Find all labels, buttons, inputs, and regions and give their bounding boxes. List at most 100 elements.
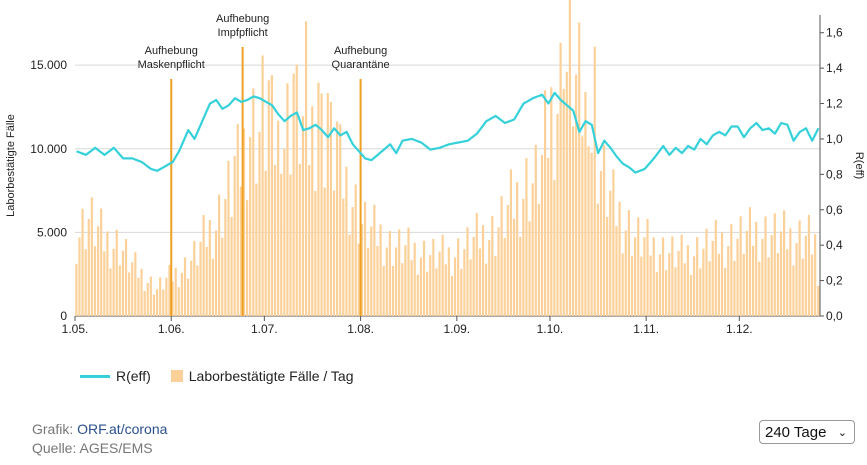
case-bar <box>714 219 717 316</box>
case-bar <box>643 237 646 316</box>
annotation-label: Aufhebung <box>216 13 269 25</box>
case-bar <box>618 201 621 316</box>
case-bar <box>711 240 714 316</box>
case-bar <box>379 224 382 316</box>
case-bar <box>78 237 81 316</box>
annotation-label: Quarantäne <box>332 59 390 71</box>
case-bar <box>491 216 494 316</box>
case-bar <box>261 55 264 317</box>
case-bar <box>87 219 90 316</box>
case-bar <box>758 261 761 316</box>
case-bar <box>146 282 149 316</box>
graphic-credit-prefix: Grafik: <box>32 421 78 437</box>
case-bar <box>444 264 447 316</box>
case-bar <box>329 101 332 316</box>
case-bar <box>612 169 615 316</box>
case-bar <box>143 291 146 316</box>
case-bar <box>398 229 401 316</box>
case-bar <box>230 216 233 316</box>
y-right-tick-label: 1,6 <box>826 26 843 40</box>
case-bar <box>736 238 739 316</box>
case-bar <box>183 257 187 316</box>
case-bar <box>680 234 683 316</box>
annotation-label: Aufhebung <box>334 45 387 57</box>
case-bar <box>354 184 357 316</box>
case-bar <box>624 230 627 316</box>
case-bar <box>342 198 345 316</box>
case-bar <box>416 274 419 316</box>
orf-corona-link[interactable]: ORF.at/corona <box>77 421 168 437</box>
case-bar <box>463 249 466 316</box>
graphic-credit: Grafik: ORF.at/corona <box>32 421 167 437</box>
case-bar <box>255 183 258 316</box>
case-bar <box>190 260 193 316</box>
case-bar <box>332 190 336 316</box>
case-bar <box>336 121 339 316</box>
case-bar <box>84 249 87 316</box>
x-tick-label: 1.06. <box>158 322 185 336</box>
case-bar <box>689 274 693 316</box>
case-bar <box>792 265 795 316</box>
annotation-label: Maskenpflicht <box>138 59 205 71</box>
case-bar <box>214 230 218 316</box>
case-bar <box>509 169 513 316</box>
case-bar <box>615 226 618 316</box>
case-bar <box>609 190 612 316</box>
case-bar <box>115 229 118 316</box>
case-bar <box>575 74 578 316</box>
case-bar <box>773 213 776 316</box>
case-bar <box>686 245 689 316</box>
case-bar <box>277 120 280 316</box>
case-bar <box>317 82 320 316</box>
case-bar <box>388 231 391 316</box>
case-bar <box>267 80 270 316</box>
x-tick-label: 1.12. <box>726 322 753 336</box>
case-bar <box>432 238 435 316</box>
case-bar <box>485 263 488 316</box>
y-right-axis-title: R(eff) <box>853 152 865 179</box>
case-bar <box>457 238 460 316</box>
case-bar <box>621 253 624 316</box>
case-bar <box>562 88 565 316</box>
x-tick-label: 1.11. <box>633 322 659 336</box>
case-bar <box>218 194 221 316</box>
case-bar <box>438 251 441 316</box>
case-bar <box>180 272 183 316</box>
case-bar <box>311 106 314 316</box>
case-bar <box>295 64 298 317</box>
case-bar <box>249 137 252 316</box>
case-bar <box>450 276 454 316</box>
case-bar <box>351 207 354 316</box>
case-bar <box>652 237 655 316</box>
case-bar <box>599 171 603 316</box>
source-credit-prefix: Quelle: <box>32 440 80 456</box>
case-bar <box>270 75 274 316</box>
case-bar <box>196 265 199 316</box>
case-bar <box>500 196 503 316</box>
time-range-select[interactable]: 240 Tage ⌄ <box>759 420 855 444</box>
case-bar <box>807 214 811 316</box>
case-bar <box>804 235 807 316</box>
case-bar <box>537 203 540 316</box>
case-bar <box>478 248 481 316</box>
case-bar <box>658 254 662 316</box>
case-bar <box>506 205 509 316</box>
source-credit: Quelle: AGES/EMS <box>32 440 153 456</box>
case-bar <box>547 157 550 316</box>
case-bar <box>96 226 100 316</box>
case-bar <box>404 245 407 316</box>
case-bar <box>571 126 575 316</box>
case-bar <box>370 226 373 316</box>
case-bar <box>699 268 702 316</box>
case-bar <box>112 248 115 316</box>
legend-reff-swatch <box>80 374 110 378</box>
case-bar <box>730 224 733 316</box>
case-bar <box>503 238 506 316</box>
case-bar <box>280 173 283 316</box>
annotation-label: Impfpflicht <box>218 27 268 39</box>
case-bar <box>578 22 581 317</box>
y-right-tick-label: 1,0 <box>826 132 843 146</box>
case-bar <box>798 220 801 316</box>
case-bar <box>627 210 630 316</box>
case-bar <box>422 240 426 316</box>
